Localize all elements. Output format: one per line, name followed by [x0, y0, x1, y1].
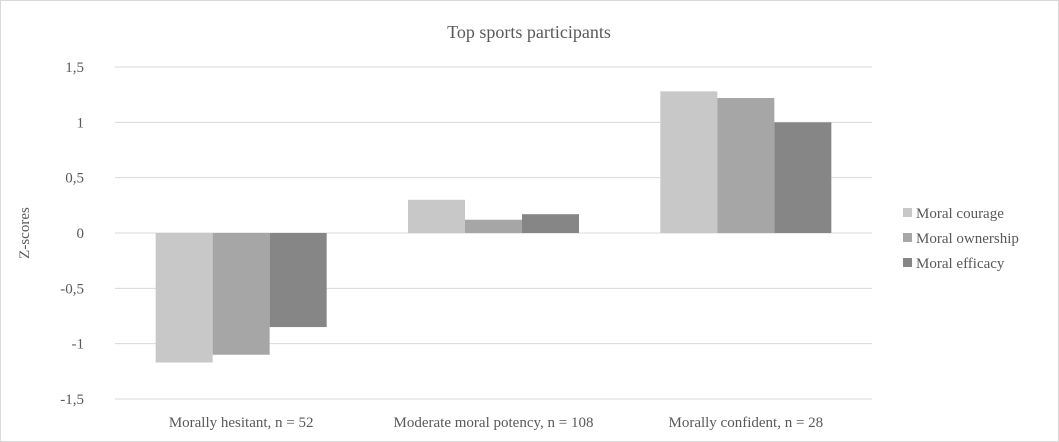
y-tick-label: -0,5 — [60, 281, 84, 297]
y-axis-label: Z-scores — [17, 207, 33, 259]
bar-moral-efficacy — [774, 122, 832, 233]
bar-moral-ownership — [717, 97, 775, 233]
x-category-label: Morally confident, n = 28 — [668, 415, 823, 431]
x-category-label: Moderate moral potency, n = 108 — [394, 415, 594, 431]
bar-moral-courage — [660, 91, 718, 233]
bar-moral-ownership — [212, 233, 270, 355]
legend-swatch — [903, 208, 912, 217]
y-tick-label: 1,5 — [65, 60, 84, 76]
legend-swatch — [903, 258, 912, 267]
legend-swatch — [903, 233, 912, 242]
y-tick-label: 0,5 — [65, 171, 84, 187]
y-tick-label: -1 — [72, 337, 85, 353]
x-category-label: Morally hesitant, n = 52 — [169, 415, 314, 431]
y-tick-label: -1,5 — [60, 392, 84, 408]
legend-label: Moral courage — [916, 206, 1004, 222]
legend-label: Moral efficacy — [916, 256, 1005, 272]
y-tick-label: 0 — [77, 226, 85, 242]
bar-moral-efficacy — [269, 233, 327, 328]
y-tick-label: 1 — [77, 115, 85, 131]
bar-moral-efficacy — [522, 214, 579, 233]
bar-moral-ownership — [465, 219, 522, 233]
bar-moral-courage — [155, 233, 213, 363]
legend: Moral courage Moral ownership Moral effica… — [903, 206, 1019, 272]
legend-label: Moral ownership — [916, 231, 1019, 247]
bar-moral-courage — [408, 199, 465, 233]
y-axis-ticks: 1,5 1 0,5 0 -0,5 -1 -1,5 — [60, 60, 84, 408]
chart-title: Top sports participants — [447, 22, 611, 42]
bars — [155, 91, 832, 363]
x-axis-categories: Morally hesitant, n = 52 Moderate moral p… — [169, 415, 823, 431]
